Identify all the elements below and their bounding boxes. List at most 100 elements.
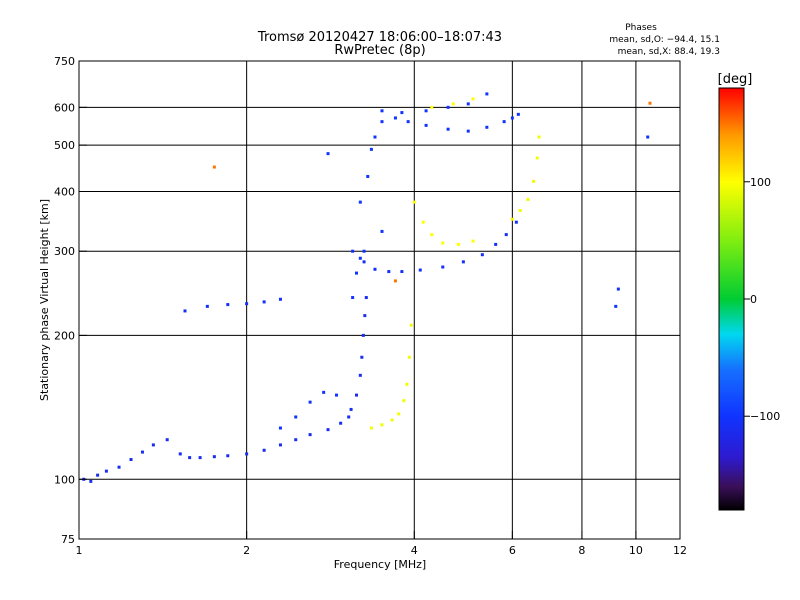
x-tick-label: 1 (76, 544, 83, 557)
y-tick-label: 600 (54, 101, 75, 114)
y-tick-label: 400 (54, 185, 75, 198)
y-tick-label: 200 (54, 329, 75, 342)
echo-point (480, 253, 484, 257)
echo-point (616, 287, 620, 291)
echo-point (471, 239, 475, 243)
echo-point (390, 418, 394, 422)
echo-point (485, 125, 489, 129)
echo-point (485, 92, 489, 96)
echo-point (466, 102, 470, 106)
echo-point (393, 116, 397, 120)
echo-point (424, 109, 428, 113)
echo-point (183, 309, 187, 313)
echo-point (245, 452, 249, 456)
echo-point (424, 123, 428, 127)
echo-point (351, 249, 355, 253)
echo-point (535, 156, 539, 160)
echo-point (89, 479, 93, 483)
echo-point (369, 147, 373, 151)
echo-point (518, 209, 522, 213)
x-tick-label: 6 (509, 544, 516, 557)
echo-point (400, 111, 404, 115)
echo-point (516, 112, 520, 116)
x-axis-label: Frequency [MHz] (334, 558, 426, 571)
echo-point (526, 197, 530, 201)
echo-point (140, 450, 144, 454)
echo-point (364, 296, 368, 300)
echo-point (278, 297, 282, 301)
echo-point (446, 105, 450, 109)
echo-point (349, 407, 353, 411)
echo-point (355, 393, 359, 397)
echo-point (407, 355, 411, 359)
echo-point (262, 300, 266, 304)
echo-point (430, 233, 434, 237)
colorbar-ticks: 100 0 −100 (744, 176, 780, 423)
echo-point (165, 438, 169, 442)
echo-point (151, 443, 155, 447)
echo-point (358, 256, 362, 260)
echo-point (441, 241, 445, 245)
echo-point (335, 393, 339, 397)
echo-point (96, 473, 100, 477)
echo-point (421, 220, 425, 224)
echo-point (226, 303, 230, 307)
echo-point (355, 271, 359, 275)
echo-point (178, 452, 182, 456)
echo-point (646, 135, 650, 139)
echo-point (504, 233, 508, 237)
echo-point (446, 127, 450, 131)
echo-point (308, 433, 312, 437)
x-tick-label: 10 (629, 544, 643, 557)
echo-point (326, 152, 330, 156)
echo-point (294, 438, 298, 442)
echo-point (362, 249, 366, 253)
echo-point (393, 279, 397, 283)
y-tick-label: 750 (54, 55, 75, 68)
colorbar-tick-label: −100 (750, 410, 780, 423)
echo-point (212, 455, 216, 459)
x-tick-label: 4 (411, 544, 418, 557)
echo-point (430, 105, 434, 109)
chart-title: Tromsø 20120427 18:06:00–18:07:43 (257, 30, 502, 45)
echo-point (494, 242, 498, 246)
echo-point (471, 97, 475, 101)
y-tick-label: 75 (61, 533, 75, 546)
echo-point (117, 465, 121, 469)
echo-point (278, 426, 282, 430)
echo-point (456, 242, 460, 246)
echo-point (369, 426, 373, 430)
echo-point (441, 265, 445, 269)
echo-point (278, 443, 282, 447)
echo-point (514, 220, 518, 224)
echo-point (451, 102, 455, 106)
echo-point (648, 101, 652, 105)
echo-point (461, 260, 465, 264)
y-tick-label: 500 (54, 139, 75, 152)
echo-point (358, 373, 362, 377)
x-tick-label: 12 (673, 544, 687, 557)
echo-point (188, 456, 192, 460)
colorbar (718, 87, 745, 511)
echo-point (537, 135, 541, 139)
echo-point (373, 135, 377, 139)
echo-point (339, 421, 343, 425)
echo-point (245, 302, 249, 306)
echo-point (294, 415, 298, 419)
echo-point (205, 304, 209, 308)
echo-point (532, 179, 536, 183)
echo-point (198, 456, 202, 460)
echo-point (308, 400, 312, 404)
echo-point (380, 229, 384, 233)
echo-point (510, 116, 514, 120)
echo-point (405, 382, 409, 386)
echo-point (409, 323, 413, 327)
echo-point (614, 304, 618, 308)
colorbar-tick-label: 0 (750, 293, 757, 306)
echo-point (387, 270, 391, 274)
echo-point (363, 314, 367, 318)
echo-point (502, 120, 506, 124)
echo-point (366, 174, 370, 178)
echo-point (510, 217, 514, 221)
